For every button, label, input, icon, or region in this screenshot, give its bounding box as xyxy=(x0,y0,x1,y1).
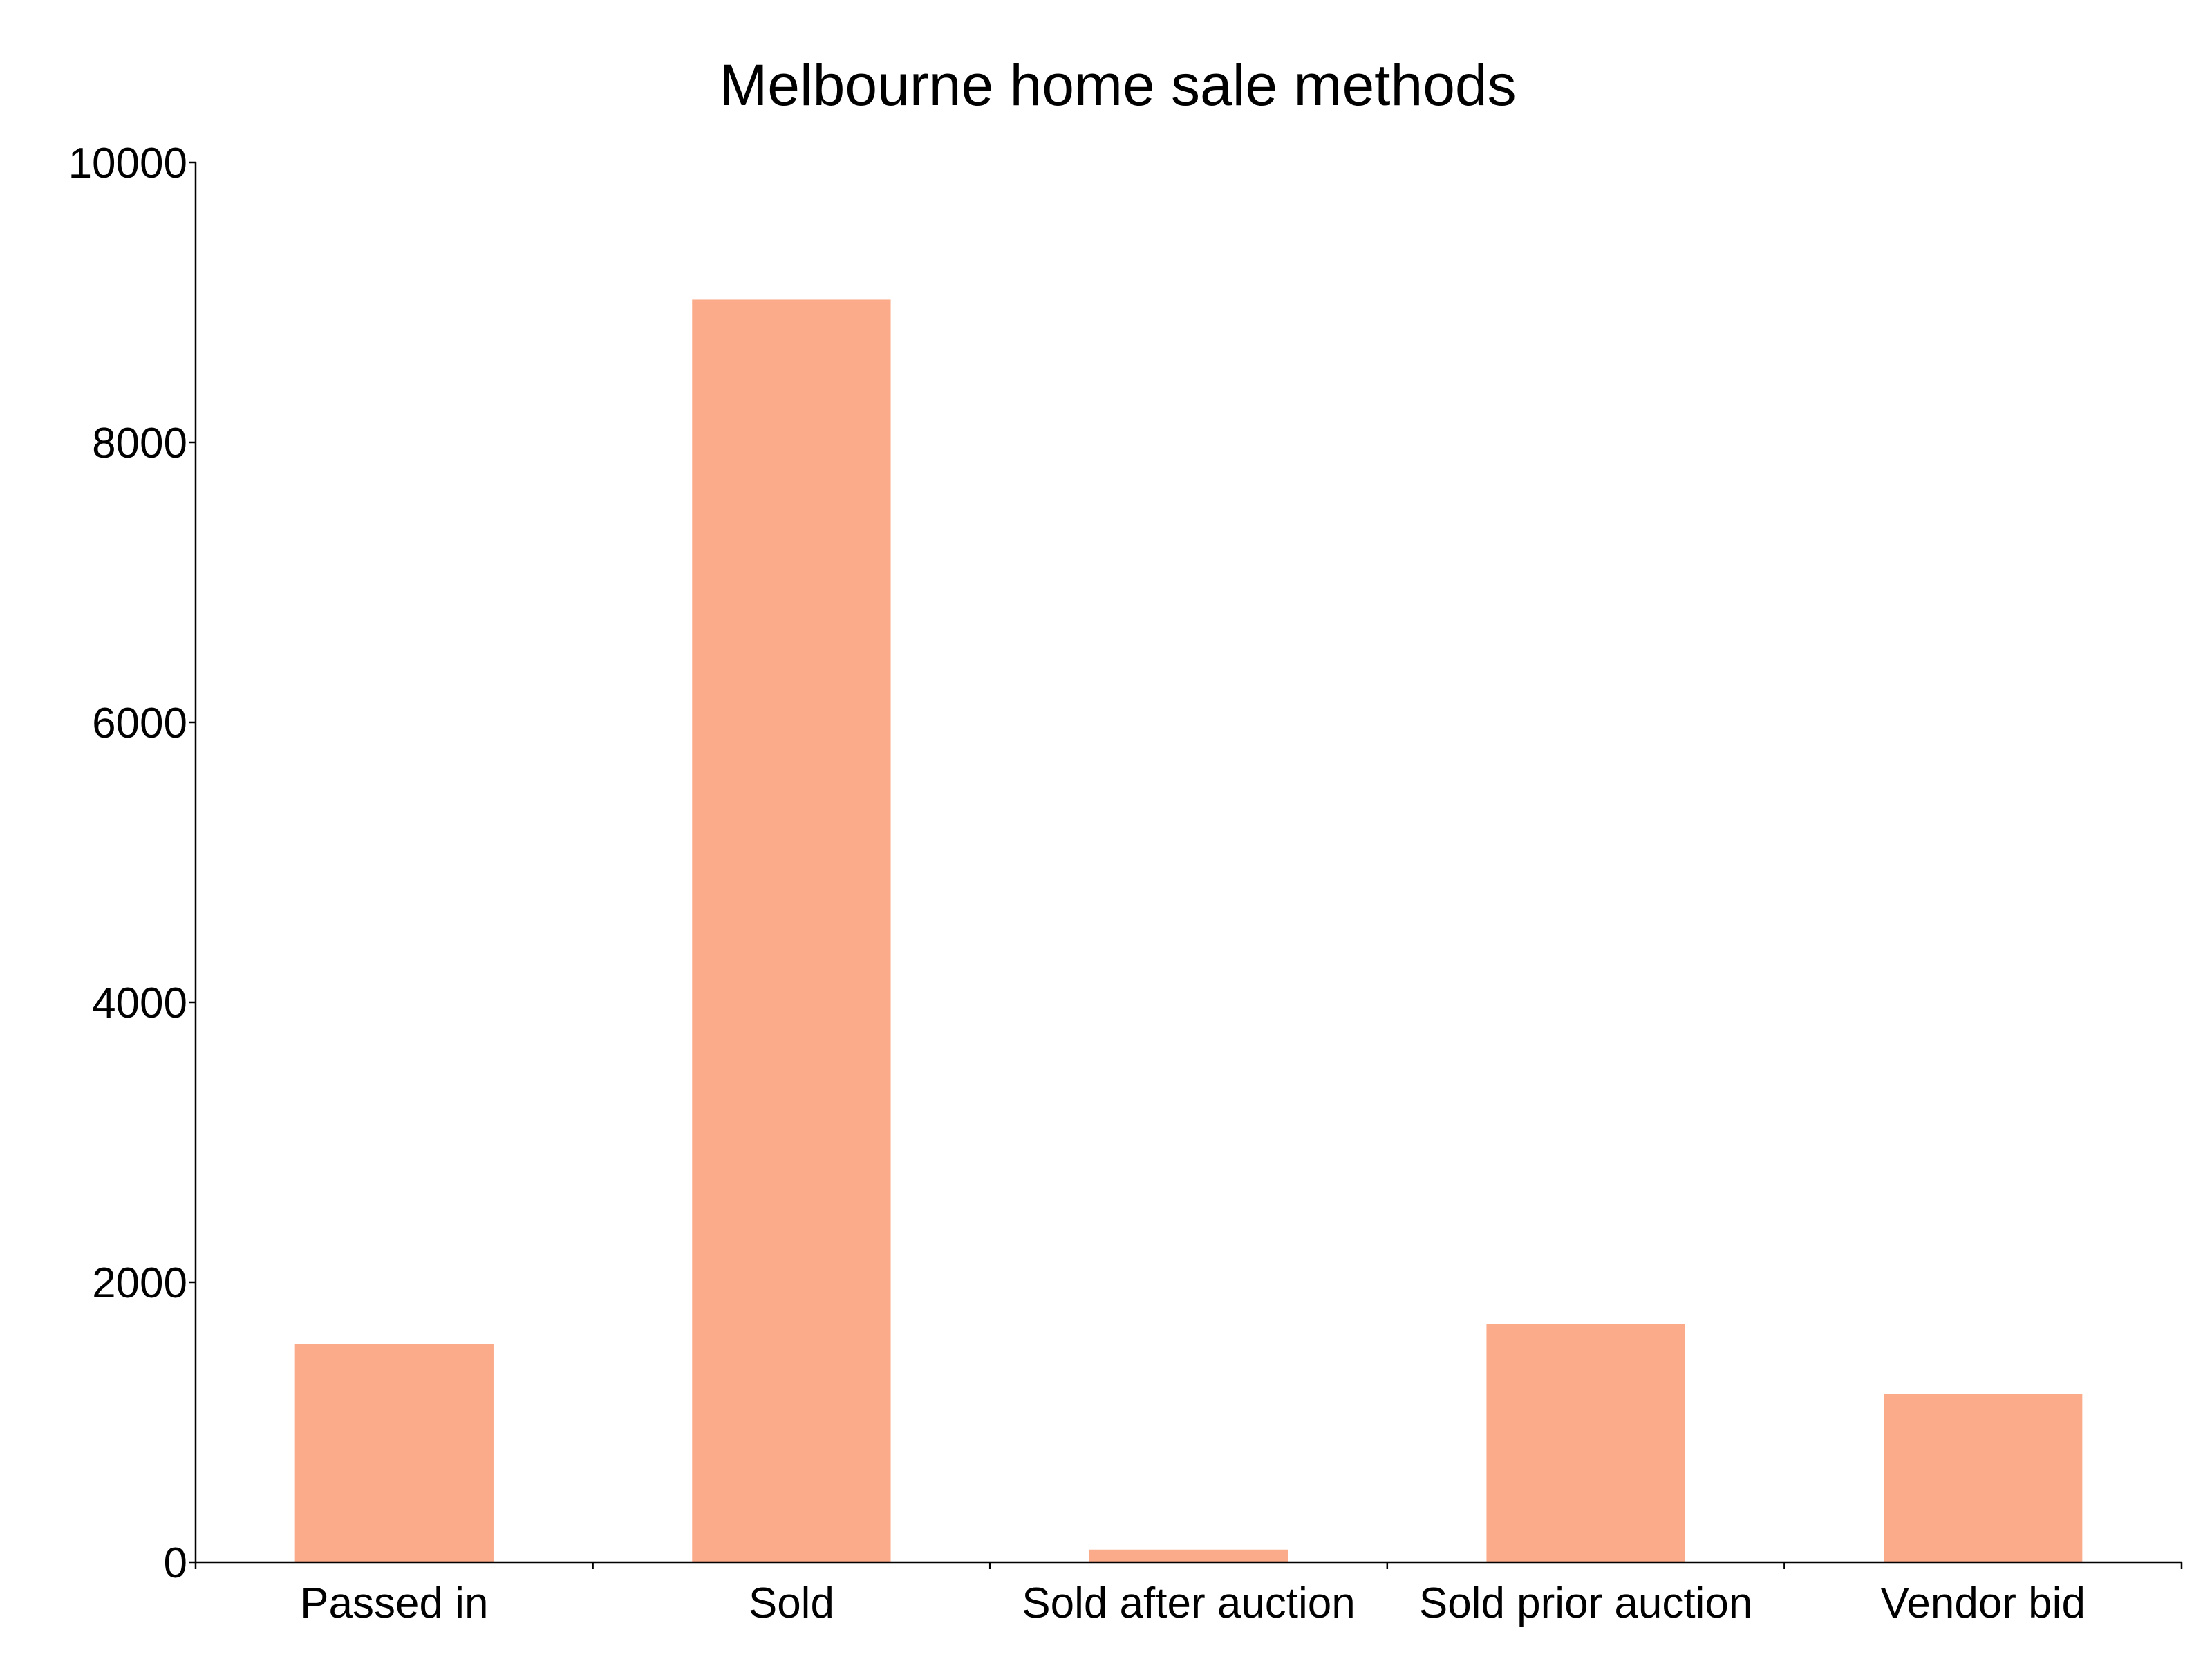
bar-sold-after-auction xyxy=(1089,1549,1288,1562)
y-tick-label: 6000 xyxy=(92,700,187,747)
x-tick-label: Passed in xyxy=(300,1580,488,1627)
y-tick-label: 10000 xyxy=(68,140,187,187)
chart-title: Melbourne home sale methods xyxy=(719,53,1516,118)
axes-group: 0 2000 4000 6000 8000 10000 Passed in Sold Sold … xyxy=(68,140,2183,1627)
x-tick-label: Vendor bid xyxy=(1880,1580,2085,1627)
bars-group xyxy=(294,299,2083,1563)
bar-sold xyxy=(692,299,891,1563)
bar-vendor-bid xyxy=(1884,1394,2083,1562)
y-tick-label: 0 xyxy=(164,1539,187,1587)
bar-passed-in xyxy=(294,1344,494,1562)
bar-sold-prior-auction xyxy=(1486,1324,1685,1562)
y-tick-label: 2000 xyxy=(92,1259,187,1307)
x-tick-label: Sold prior auction xyxy=(1419,1580,1753,1627)
y-tick-label: 8000 xyxy=(92,420,187,467)
y-tick-label: 4000 xyxy=(92,980,187,1027)
x-tick-label: Sold xyxy=(749,1580,834,1627)
x-tick-label: Sold after auction xyxy=(1022,1580,1356,1627)
